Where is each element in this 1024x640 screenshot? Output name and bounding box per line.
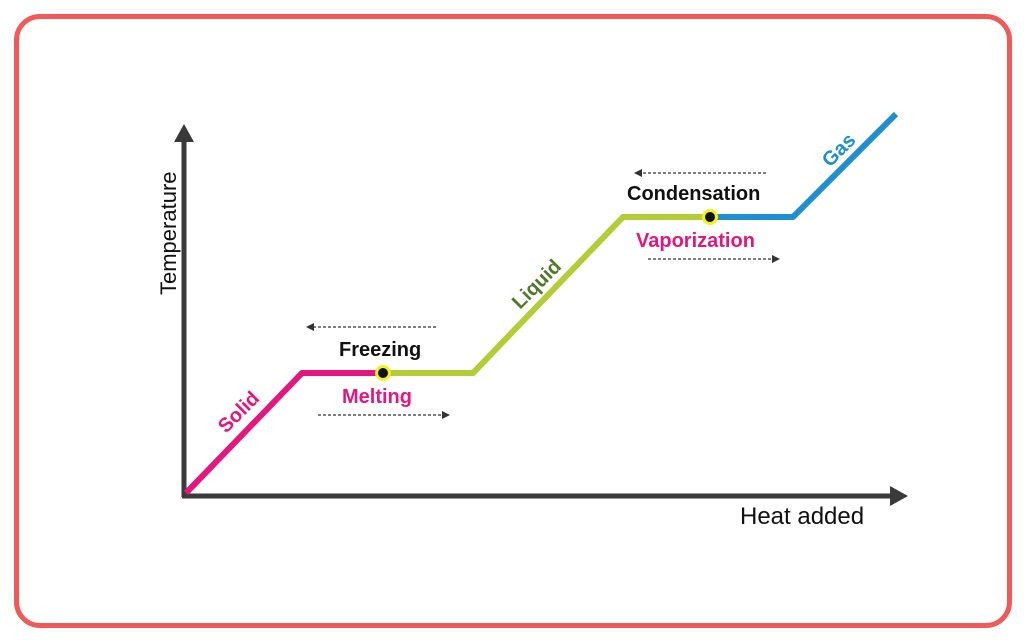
gas-segment: [710, 111, 899, 220]
y-axis-arrowhead: [174, 124, 194, 142]
solid-label: Solid: [214, 387, 264, 437]
gas-label: Gas: [818, 129, 860, 171]
heating-curve: [183, 111, 899, 496]
condensation-label: Condensation: [627, 183, 760, 205]
x-axis-label: Heat added: [740, 503, 864, 530]
x-axis-arrowhead: [890, 486, 908, 506]
melting-point-marker: [375, 365, 391, 381]
axes: [174, 124, 908, 506]
vaporization-label: Vaporization: [636, 230, 755, 252]
boiling-point-marker: [702, 209, 718, 225]
solid-segment: [183, 370, 382, 496]
melting-label: Melting: [342, 386, 412, 408]
diagram-frame: [14, 14, 1012, 628]
y-axis-label: Temperature: [156, 171, 181, 295]
liquid-segment: [382, 214, 710, 376]
freezing-label: Freezing: [339, 339, 421, 361]
